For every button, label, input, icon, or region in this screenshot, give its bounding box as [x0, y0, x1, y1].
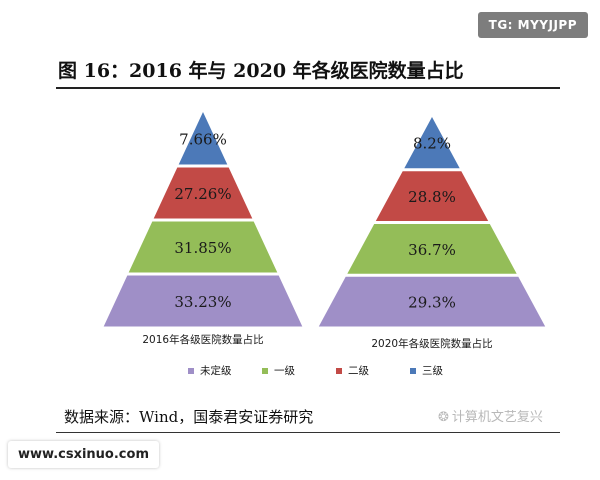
pyramid-0-label-1: 27.26%	[174, 185, 231, 203]
figure-title: 图 16：2016 年与 2020 年各级医院数量占比	[58, 60, 464, 82]
pyramid-0-label-3: 33.23%	[174, 293, 231, 311]
wechat-watermark-text: 计算机文艺复兴	[451, 410, 543, 425]
legend-swatch-3	[410, 368, 416, 374]
wechat-watermark: ❂ 计算机文艺复兴	[438, 406, 543, 425]
wechat-icon: ❂	[438, 410, 449, 425]
pyramid-1-title: 2020年各级医院数量占比	[371, 337, 492, 350]
bottom-rule	[56, 432, 560, 433]
pyramid-1-segment-1	[375, 171, 489, 221]
legend-swatch-1	[262, 368, 268, 374]
pyramid-0-label-0: 7.66%	[179, 130, 227, 148]
legend-swatch-2	[336, 368, 342, 374]
pyramid-1-segment-3	[318, 276, 546, 327]
legend-label-2: 二级	[348, 365, 369, 377]
source-note: 数据来源：Wind，国泰君安证券研究	[64, 408, 314, 426]
pyramid-0-title: 2016年各级医院数量占比	[142, 333, 263, 346]
watermark-bottom: www.csxinuo.com	[8, 441, 159, 468]
legend-label-0: 未定级	[200, 364, 232, 377]
pyramid-1-label-2: 36.7%	[408, 241, 456, 259]
pyramid-1-segment-2	[347, 224, 517, 274]
title-rule	[56, 87, 560, 89]
pyramid-1-label-0: 8.2%	[413, 135, 451, 153]
legend-label-3: 三级	[422, 365, 443, 377]
pyramid-0-segment-0	[178, 112, 228, 165]
watermark-top: TG: MYYJJPP	[477, 12, 588, 38]
pyramid-1-label-1: 28.8%	[408, 188, 456, 206]
pyramid-0-segment-3	[103, 275, 303, 327]
pyramid-1-label-3: 29.3%	[408, 294, 456, 312]
legend-label-1: 一级	[274, 365, 295, 377]
legend-swatch-0	[188, 368, 194, 374]
pyramid-0-segment-2	[128, 221, 278, 273]
pyramid-0-label-2: 31.85%	[174, 239, 231, 257]
pyramid-0-segment-1	[153, 167, 253, 219]
pyramid-1-segment-0	[404, 117, 460, 169]
